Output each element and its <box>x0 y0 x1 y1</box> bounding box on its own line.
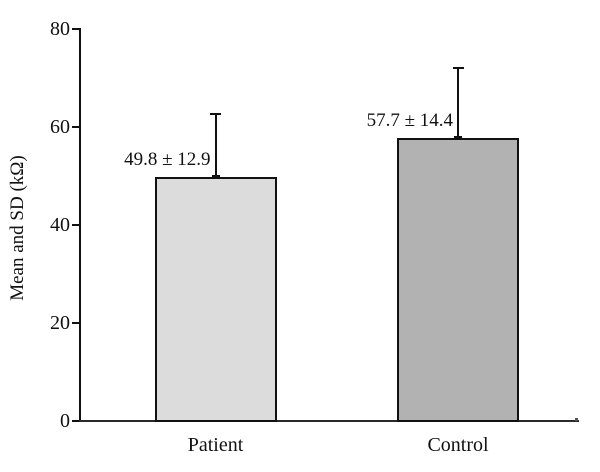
x-axis-line <box>79 420 579 422</box>
y-tick-mark <box>72 420 79 422</box>
bar-value-label: 57.7 ± 14.4 <box>366 110 453 132</box>
y-tick-mark <box>72 224 79 226</box>
y-tick-label: 80 <box>50 18 70 40</box>
y-axis-title: Mean and SD (kΩ) <box>7 155 28 301</box>
y-tick-label: 20 <box>50 312 70 334</box>
error-bar-line <box>214 113 217 177</box>
y-tick-label: 0 <box>60 410 70 432</box>
error-bar-line <box>457 67 459 139</box>
error-bar-cap-top <box>210 112 221 115</box>
y-tick-mark <box>72 126 79 128</box>
error-bar-cap-top <box>452 66 464 69</box>
x-category-label: Patient <box>187 434 244 456</box>
y-tick-label: 40 <box>50 214 70 236</box>
bar-value-label: 49.8 ± 12.9 <box>124 148 211 170</box>
x-category-label: Control <box>427 434 489 456</box>
y-axis-line <box>79 28 81 422</box>
bar-patient <box>154 176 277 422</box>
bar-control <box>397 138 519 422</box>
error-bar-cap-bottom <box>211 174 220 178</box>
y-tick-label: 60 <box>50 116 70 138</box>
y-tick-mark <box>72 28 79 30</box>
y-tick-mark <box>72 322 79 324</box>
x-axis-end-tick <box>575 418 578 421</box>
error-bar-cap-bottom <box>454 136 462 140</box>
